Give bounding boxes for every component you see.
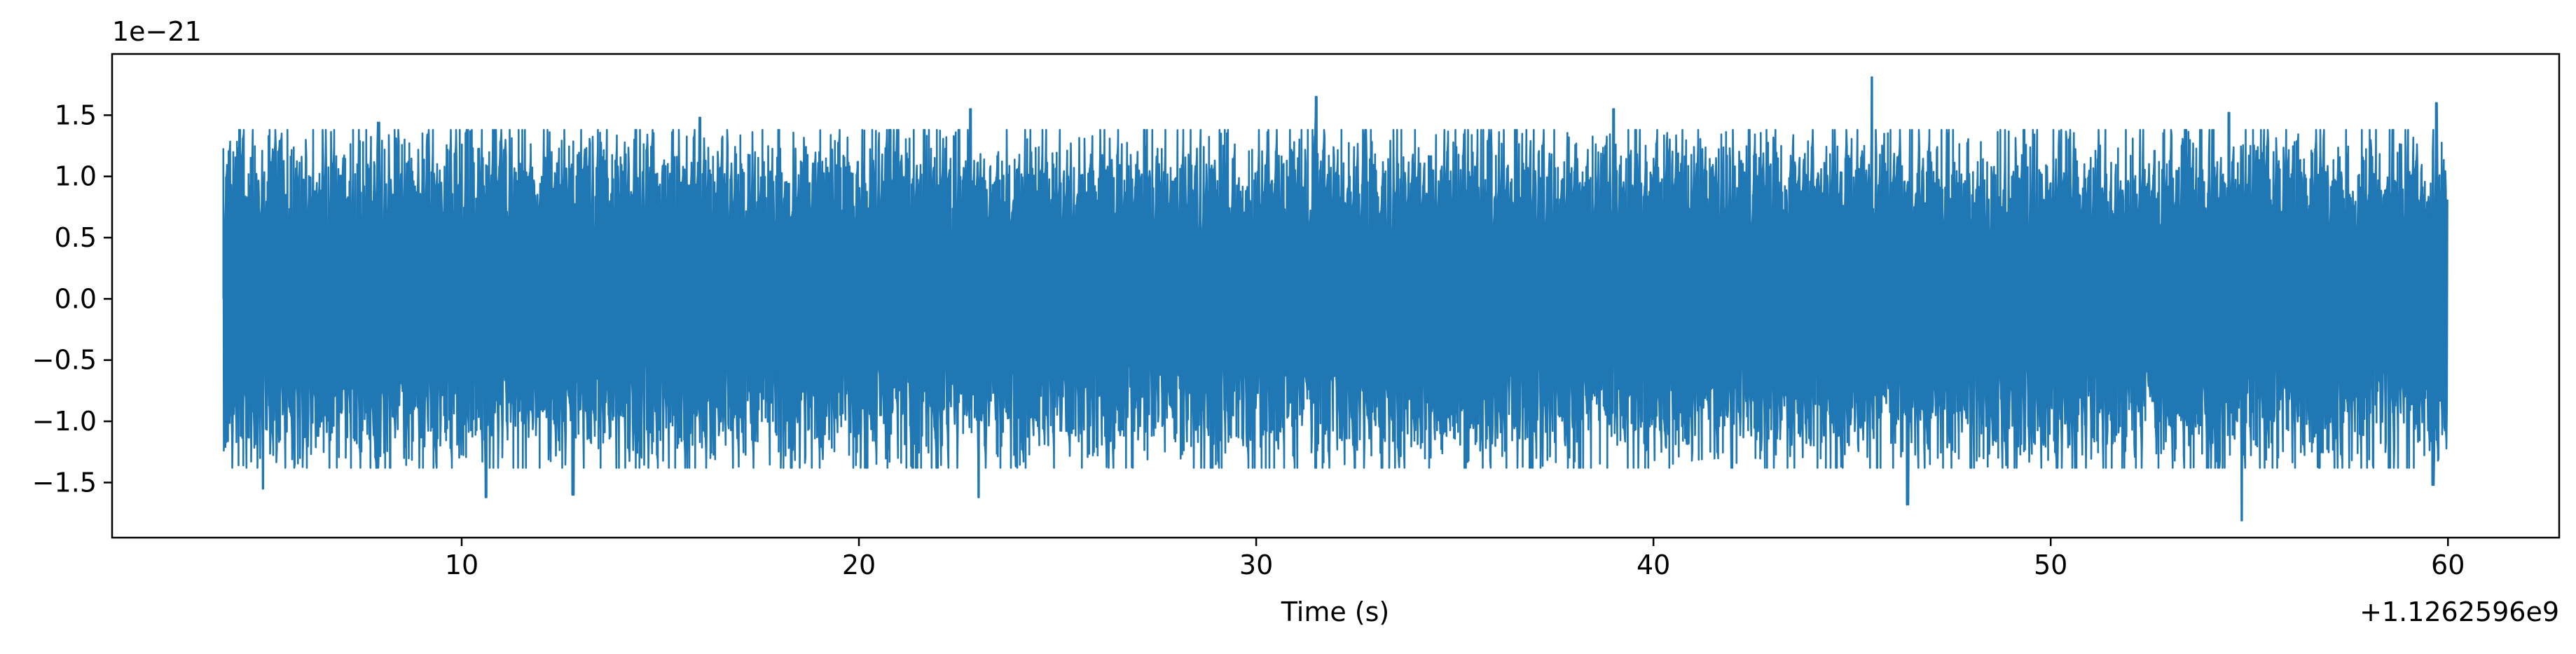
x-axis-offset-label: +1.1262596e9	[2360, 597, 2559, 627]
x-tick-label: 40	[1637, 550, 1670, 580]
y-tick-label: −0.5	[32, 345, 97, 376]
y-tick-label: 0.5	[55, 222, 97, 253]
y-axis-ticks: −1.5 −1.0 −0.5 0.0 0.5 1.0 1.5	[32, 100, 112, 498]
y-axis-scale-label: 1e−21	[112, 16, 202, 47]
series-strain-line	[222, 76, 2448, 522]
x-tick-label: 30	[1239, 550, 1273, 580]
axes-frame	[111, 53, 2561, 539]
y-tick-label: 0.0	[55, 283, 97, 314]
x-axis-label: Time (s)	[1281, 597, 1390, 627]
x-tick-label: 10	[445, 550, 478, 580]
y-tick-label: 1.0	[55, 161, 97, 192]
x-tick-label: 20	[842, 550, 876, 580]
y-tick-label: −1.0	[32, 406, 97, 437]
y-tick-label: 1.5	[55, 100, 97, 130]
x-tick-label: 50	[2034, 550, 2067, 580]
x-axis-ticks: 10 20 30 40 50 60	[445, 538, 2465, 580]
plot-area	[222, 76, 2448, 522]
x-tick-label: 60	[2431, 550, 2465, 580]
y-tick-label: −1.5	[32, 467, 97, 498]
